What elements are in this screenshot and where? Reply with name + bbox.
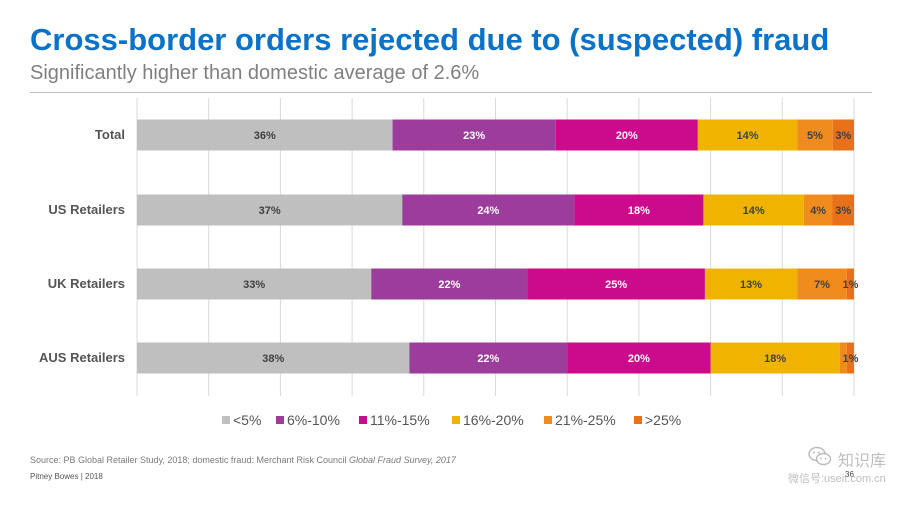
category-label: UK Retailers	[48, 276, 125, 291]
legend-swatch	[544, 416, 552, 424]
data-label: 14%	[736, 130, 758, 142]
bar-segment	[574, 194, 704, 226]
data-label: 3%	[835, 130, 851, 142]
page-number: 36	[845, 470, 854, 479]
legend-swatch	[452, 416, 460, 424]
bar-segment	[803, 194, 833, 226]
company-footer: Pitney Bowes | 2018	[30, 472, 103, 481]
legend-swatch	[276, 416, 284, 424]
wechat-icon	[808, 446, 832, 466]
data-label: 33%	[243, 279, 265, 291]
bar-segment	[402, 194, 575, 226]
data-label: 18%	[628, 205, 650, 217]
legend-label: <5%	[233, 412, 261, 428]
data-label: 1%	[842, 353, 858, 365]
bar-segment	[527, 268, 705, 300]
data-label: 18%	[764, 353, 786, 365]
bar-segment	[137, 119, 393, 151]
bar-segment	[703, 194, 804, 226]
data-label: 7%	[814, 279, 830, 291]
data-label: 20%	[616, 130, 638, 142]
bar-segment	[797, 268, 847, 300]
header-divider	[30, 92, 872, 93]
bar-segment	[137, 194, 403, 226]
watermark-subtitle: 微信号:useit.com.cn	[788, 473, 886, 485]
data-label: 22%	[438, 279, 460, 291]
bar-segment	[704, 268, 798, 300]
data-label: 37%	[259, 205, 281, 217]
data-label: 3%	[835, 205, 851, 217]
legend-swatch	[222, 416, 230, 424]
bar-segment	[371, 268, 528, 300]
legend-swatch	[359, 416, 367, 424]
data-label: 14%	[743, 205, 765, 217]
data-label: 38%	[262, 353, 284, 365]
legend-label: 16%-20%	[463, 412, 524, 428]
data-label: 1%	[842, 279, 858, 291]
watermark: 知识库 微信号:useit.com.cn	[788, 446, 900, 490]
legend-label: 11%-15%	[370, 412, 430, 428]
bar-segment	[846, 342, 854, 374]
bar-segment	[832, 194, 854, 226]
bar-segment	[832, 119, 854, 151]
data-label: 22%	[477, 353, 499, 365]
category-label: Total	[95, 127, 125, 142]
source-text: Source: PB Global Retailer Study, 2018; …	[30, 455, 349, 465]
data-label: 36%	[254, 130, 276, 142]
data-label: 13%	[740, 279, 762, 291]
bar-segment	[567, 342, 711, 374]
source-publication: Global Fraud Survey, 2017	[348, 455, 456, 465]
legend-swatch	[634, 416, 642, 424]
data-label: 24%	[477, 205, 499, 217]
data-label: 23%	[463, 130, 485, 142]
bar-segment	[839, 342, 847, 374]
category-label: AUS Retailers	[39, 350, 125, 365]
bar-segment	[710, 342, 840, 374]
bar-segment	[137, 268, 372, 300]
source-note: Source: PB Global Retailer Study, 2018; …	[30, 455, 456, 465]
bar-segment	[697, 119, 798, 151]
bar-segment	[392, 119, 556, 151]
bar-segment	[846, 268, 854, 300]
data-label: 5%	[807, 130, 823, 142]
data-label: 25%	[605, 279, 627, 291]
data-label: 4%	[810, 205, 826, 217]
bar-segment	[555, 119, 698, 151]
data-label: 20%	[628, 353, 650, 365]
bar-segment	[137, 342, 410, 374]
bar-segment	[797, 119, 833, 151]
bar-segment	[409, 342, 568, 374]
legend-label: >25%	[645, 412, 681, 428]
category-label: US Retailers	[48, 202, 125, 217]
legend-label: 6%-10%	[287, 412, 340, 428]
watermark-name: 知识库	[838, 453, 887, 470]
legend-label: 21%-25%	[555, 412, 616, 428]
chart-title: Cross-border orders rejected due to (sus…	[30, 22, 830, 57]
chart-subtitle: Significantly higher than domestic avera…	[30, 62, 480, 84]
